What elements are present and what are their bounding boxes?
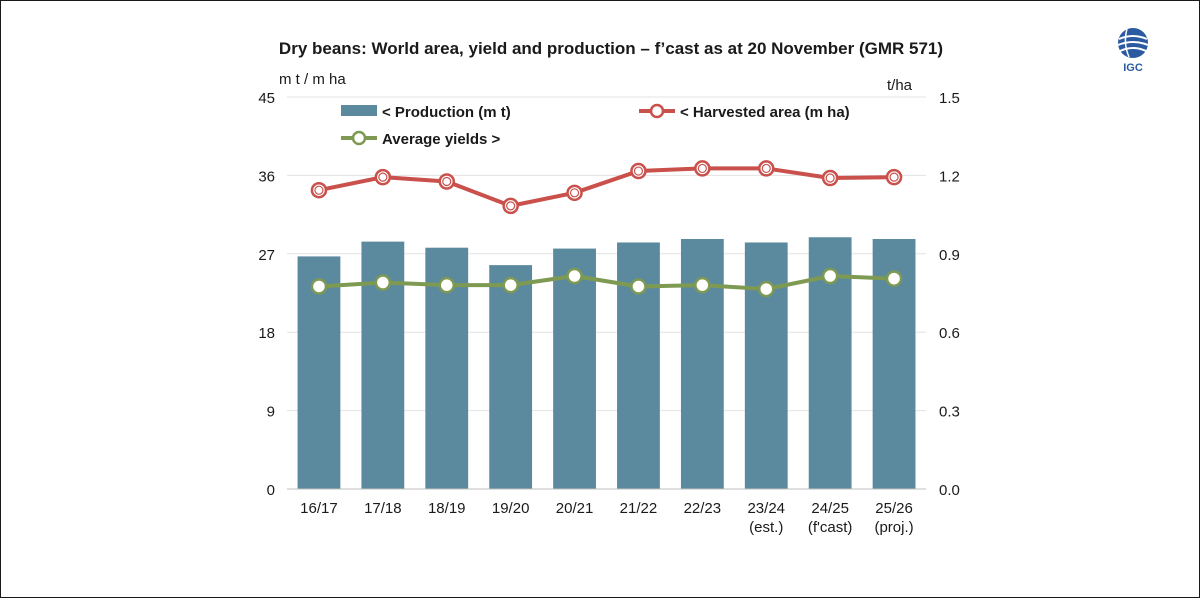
- harvested-area-point-ring: [697, 163, 707, 174]
- x-tick-label: 24/25: [811, 500, 849, 517]
- y-left-tick-label: 9: [267, 404, 275, 421]
- y-axis-label-left: m t / m ha: [279, 71, 346, 88]
- x-tick-label: (est.): [749, 519, 783, 536]
- harvested-area-point-ring: [506, 201, 516, 211]
- legend-marker-harvested-area: [649, 103, 665, 119]
- legend: < Production (m t) < Harvested area (m ha…: [341, 103, 850, 148]
- x-tick-label: (f'cast): [808, 519, 853, 536]
- harvested-area-point: [310, 181, 328, 199]
- average-yields-point: [502, 276, 519, 294]
- legend-label-production: < Production (m t): [382, 104, 511, 121]
- average-yields-point: [310, 278, 328, 295]
- legend-label-harvested-area: < Harvested area (m ha): [680, 104, 850, 121]
- x-tick-label: 17/18: [364, 500, 402, 517]
- x-tick-label: 22/23: [684, 500, 722, 517]
- harvested-area-point: [566, 184, 583, 202]
- y-right-tick-label: 0.9: [939, 247, 960, 264]
- production-bar: [553, 248, 596, 489]
- x-tick-label: 18/19: [428, 500, 466, 517]
- harvested-area-point-ring: [378, 172, 388, 182]
- logo-text: IGC: [1123, 62, 1143, 74]
- harvested-area-line: [318, 166, 895, 208]
- x-tick-label: 19/20: [492, 500, 530, 517]
- y-axis-label-right: t/ha: [887, 77, 913, 94]
- average-yields-point: [374, 274, 392, 291]
- average-yields-point: [758, 280, 775, 298]
- y-left-tick-label: 36: [258, 168, 275, 185]
- average-yields-point: [885, 270, 903, 287]
- y-right-tick-label: 0.6: [939, 325, 960, 342]
- y-right-tick-label: 0.0: [939, 482, 960, 499]
- harvested-area-point: [630, 162, 647, 180]
- production-bar: [744, 242, 788, 489]
- harvested-area-point: [885, 168, 903, 186]
- y-right-tick-label: 1.2: [939, 168, 960, 185]
- legend-item-average-yields: Average yields >: [341, 130, 501, 148]
- harvested-area-point: [821, 169, 839, 187]
- y-left-tick-label: 27: [258, 247, 275, 264]
- igc-logo: IGC: [1113, 23, 1161, 79]
- average-yields-line: [318, 274, 895, 292]
- axes: 0 9 18 27 36 45 0.0 0.3 0.6 0.9 1.2 1.5 16/17 17/18 18…: [258, 90, 960, 536]
- x-tick-label: (proj.): [874, 519, 913, 536]
- y-right-tick-label: 1.5: [939, 90, 960, 107]
- y-left-tick-label: 18: [258, 325, 275, 342]
- x-tick-label: 16/17: [300, 500, 338, 517]
- average-yields-point: [438, 276, 455, 294]
- x-tick-label: 25/26: [875, 500, 913, 517]
- average-yields-point: [821, 267, 839, 285]
- harvested-area-point: [438, 173, 455, 190]
- harvested-area-point-ring: [569, 188, 580, 198]
- harvested-area-point: [694, 160, 711, 177]
- production-bars: [297, 237, 916, 489]
- y-right-tick-label: 0.3: [939, 404, 960, 421]
- legend-item-harvested-area: < Harvested area (m ha): [639, 103, 850, 121]
- x-tick-label: 23/24: [747, 500, 785, 517]
- y-left-tick-label: 0: [267, 482, 275, 499]
- production-bar: [297, 256, 341, 489]
- production-bar: [680, 238, 724, 489]
- harvested-area-point: [758, 160, 775, 177]
- harvested-area-point-ring: [889, 172, 899, 182]
- production-bar: [489, 265, 533, 489]
- x-tick-label: 20/21: [556, 500, 594, 517]
- harvested-area-point-ring: [825, 173, 835, 183]
- legend-marker-average-yields: [351, 130, 367, 146]
- average-yields-point: [630, 278, 647, 295]
- average-yields-point: [694, 276, 711, 294]
- x-tick-label: 21/22: [620, 500, 658, 517]
- average-yields-point: [566, 267, 583, 285]
- chart-title: Dry beans: World area, yield and product…: [278, 39, 944, 58]
- series-lines: [310, 160, 903, 298]
- legend-item-production: < Production (m t): [341, 104, 511, 121]
- harvested-area-point: [502, 197, 519, 215]
- y-left-tick-label: 45: [258, 90, 275, 107]
- harvested-area-point-ring: [314, 185, 324, 195]
- harvested-area-point-ring: [442, 176, 452, 187]
- globe-icon: IGC: [1117, 28, 1152, 74]
- legend-label-average-yields: Average yields >: [382, 131, 501, 148]
- harvested-area-point: [374, 168, 392, 186]
- harvested-area-point-ring: [633, 166, 644, 176]
- harvested-area-point-ring: [761, 163, 771, 174]
- legend-swatch-production: [341, 105, 377, 116]
